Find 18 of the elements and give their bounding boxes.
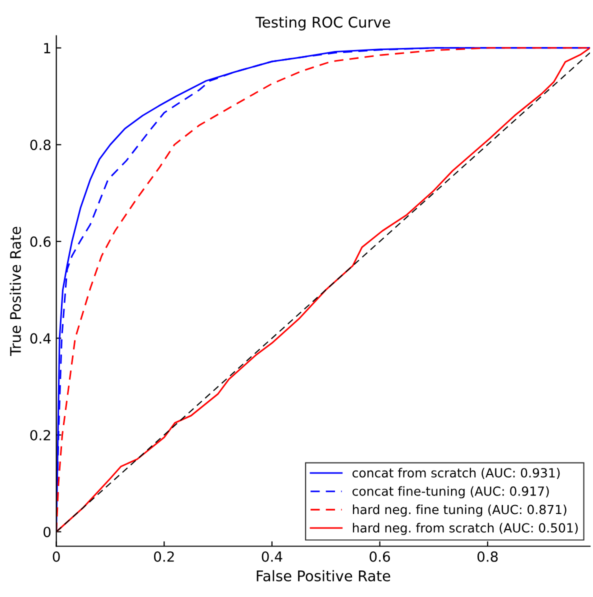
x-tick-label: 0.8 xyxy=(477,551,498,562)
x-tick-label: 0.2 xyxy=(154,551,174,562)
legend-label: concat fine-tuning (AUC: 0.917) xyxy=(352,486,549,498)
chart-title: Testing ROC Curve xyxy=(255,16,390,31)
legend-label: concat from scratch (AUC: 0.931) xyxy=(352,468,560,480)
x-tick-label: 0 xyxy=(52,551,60,562)
y-axis-title: True Positive Rate xyxy=(10,226,22,356)
y-tick-label: 0.8 xyxy=(30,140,51,150)
y-tick-label: 1 xyxy=(44,43,50,54)
y-tick-label: 0.2 xyxy=(30,430,50,440)
legend-label: hard neg. from scratch (AUC: 0.501) xyxy=(352,522,578,536)
x-tick-label: 0.4 xyxy=(262,551,282,562)
y-tick-label: 0 xyxy=(44,526,51,538)
x-tick-label: 0.6 xyxy=(370,551,390,562)
y-tick-label: 0.6 xyxy=(30,236,51,247)
y-tick-label: 0.4 xyxy=(30,333,51,344)
legend-label: hard neg. fine tuning (AUC: 0.871) xyxy=(352,504,566,517)
x-axis-title: False Positive Rate xyxy=(256,570,390,582)
